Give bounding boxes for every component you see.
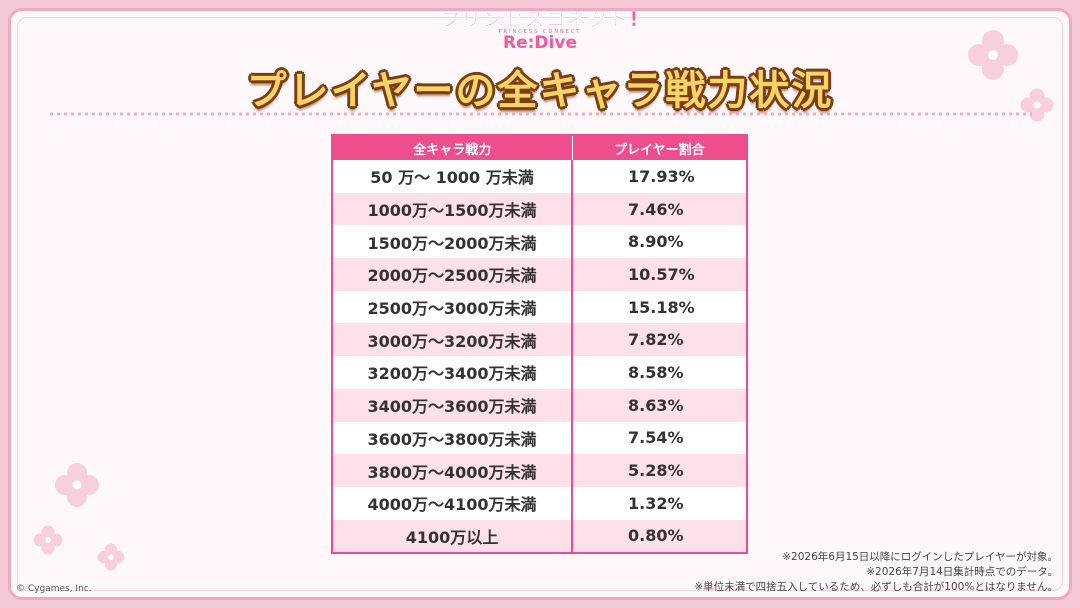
player-ratio-cell: 8.63%: [572, 388, 747, 422]
flower-decoration-bottom-left: [97, 543, 125, 571]
flower-decoration-top-right: [968, 30, 1018, 80]
table-row: 3800万～4000万未満 5.28%: [332, 454, 747, 487]
power-range-cell: 3600万～3800万未満: [332, 421, 573, 455]
player-ratio-cell: 5.28%: [572, 454, 747, 487]
power-range-cell: 3200万～3400万未満: [332, 356, 573, 389]
power-range-cell: 4000万～4100万未満: [332, 486, 573, 520]
footnote-data-date: ※2026年7月14日集計時点でのデータ。: [866, 566, 1058, 578]
table-row: 2000万～2500万未満 10.57%: [332, 258, 747, 291]
power-range-cell: 3800万～4000万未満: [332, 454, 573, 487]
player-ratio-cell: 8.90%: [572, 225, 747, 259]
table-row: 4000万～4100万未満 1.32%: [332, 486, 747, 520]
player-ratio-cell: 17.93%: [572, 160, 747, 193]
table-row: 4100万以上 0.80%: [332, 519, 747, 554]
table-row: 2500万～3000万未満 15.18%: [332, 290, 747, 324]
footnotes: ※2026年6月15日以降にログインしたプレイヤーが対象。 ※2026年7月14…: [694, 550, 1058, 595]
power-range-cell: 1500万～2000万未満: [332, 225, 573, 259]
game-logo: プリンセスコネクト! PRINCESS CONNECT Re:Dive: [11, 8, 1069, 53]
player-ratio-cell: 10.57%: [572, 258, 747, 291]
player-ratio-cell: 7.46%: [572, 192, 747, 226]
power-range-cell: 3000万～3200万未満: [332, 323, 573, 357]
player-ratio-cell: 8.58%: [572, 356, 747, 389]
footnote-target-players: ※2026年6月15日以降にログインしたプレイヤーが対象。: [782, 551, 1058, 563]
flower-decoration-right: [1020, 88, 1054, 122]
player-ratio-cell: 7.82%: [572, 323, 747, 357]
footnote-rounding: ※単位未満で四捨五入しているため、必ずしも合計が100%とはなりません。: [694, 581, 1058, 593]
logo-redive-text: Re:Dive: [503, 33, 577, 53]
logo-sub-text: PRINCESS CONNECT: [498, 29, 582, 35]
table-row: 3200万～3400万未満 8.58%: [332, 356, 747, 389]
power-range-cell: 50 万～ 1000 万未満: [332, 160, 573, 193]
power-range-cell: 2000万～2500万未満: [332, 258, 573, 291]
table-row: 1500万～2000万未満 8.90%: [332, 225, 747, 259]
table-row: 50 万～ 1000 万未満 17.93%: [332, 160, 747, 193]
table-row: 3400万～3600万未満 8.63%: [332, 388, 747, 422]
header-total-power: 全キャラ戦力: [332, 135, 573, 160]
table-header-row: 全キャラ戦力 プレイヤー割合: [332, 135, 747, 160]
table-row: 3000万～3200万未満 7.82%: [332, 323, 747, 357]
page-title: プレイヤーの全キャラ戦力状況: [246, 68, 834, 114]
flower-decoration-left-small: [33, 525, 63, 555]
power-range-cell: 1000万～1500万未満: [332, 192, 573, 226]
logo-main-text: プリンセスコネクト!: [440, 8, 640, 31]
player-ratio-cell: 1.32%: [572, 486, 747, 520]
dotted-divider: [48, 112, 1032, 116]
player-ratio-cell: 0.80%: [572, 519, 747, 554]
power-distribution-table: 全キャラ戦力 プレイヤー割合 50 万～ 1000 万未満 17.93% 100…: [331, 134, 748, 555]
player-ratio-cell: 7.54%: [572, 421, 747, 455]
table-row: 1000万～1500万未満 7.46%: [332, 192, 747, 226]
copyright-text: © Cygames, Inc.: [16, 584, 92, 594]
power-range-cell: 4100万以上: [332, 519, 573, 554]
power-range-cell: 3400万～3600万未満: [332, 388, 573, 422]
table-row: 3600万～3800万未満 7.54%: [332, 421, 747, 455]
power-range-cell: 2500万～3000万未満: [332, 290, 573, 324]
flower-decoration-left-large: [55, 463, 99, 507]
header-player-ratio: プレイヤー割合: [572, 135, 747, 160]
player-ratio-cell: 15.18%: [572, 290, 747, 324]
